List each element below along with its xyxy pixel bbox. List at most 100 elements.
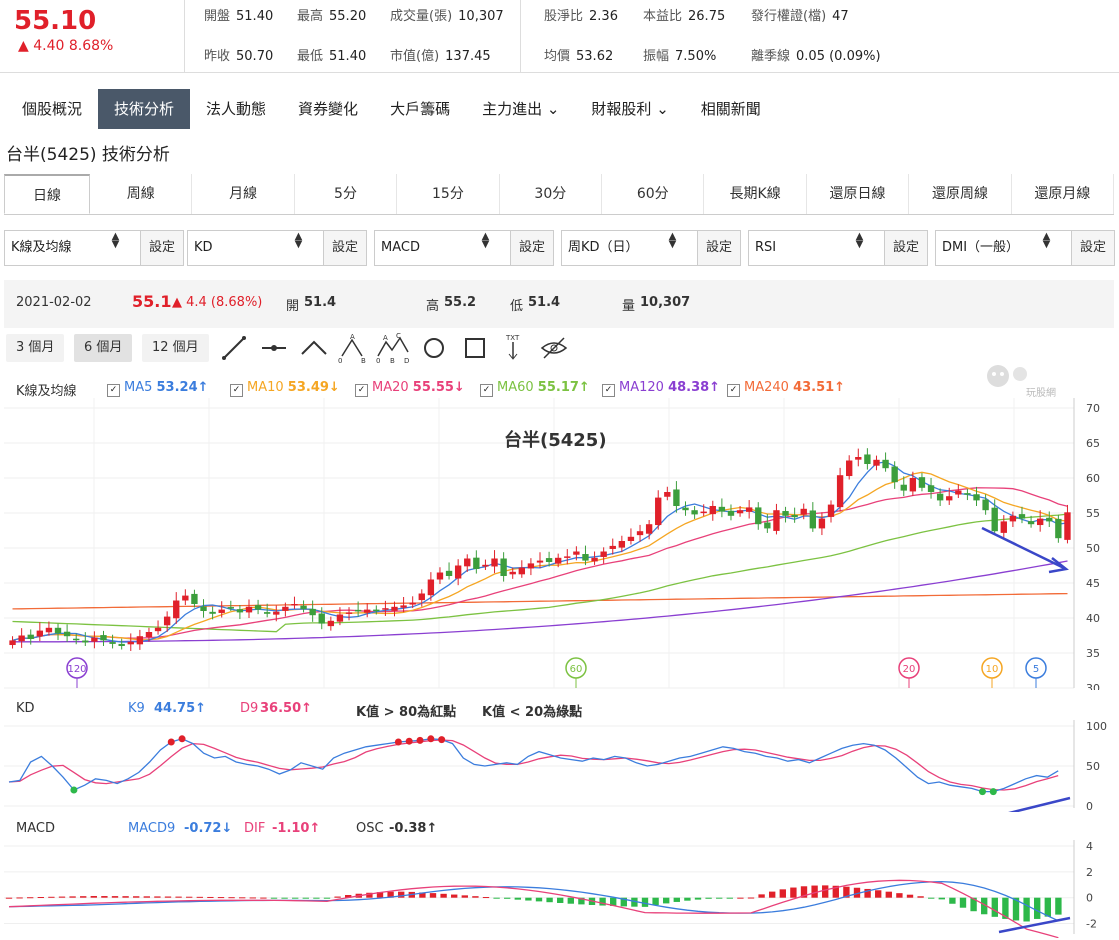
select-arrows-icon: ▲▼	[854, 231, 865, 247]
osc-bar	[260, 897, 267, 899]
period-tab[interactable]: 15分	[397, 174, 500, 214]
ma-legend-item[interactable]: ✓ MA20 55.55↓	[355, 380, 465, 397]
candle-body	[263, 612, 271, 614]
k-line	[8, 738, 1059, 793]
range-3m-button[interactable]: 3 個月	[6, 334, 65, 362]
nav-tab[interactable]: 資券變化	[298, 100, 359, 118]
candle-body	[364, 609, 371, 613]
settings-button[interactable]: 設定	[323, 231, 366, 265]
indicator-select[interactable]: K線及均線 ▲▼	[5, 231, 140, 265]
select-arrows-icon: ▲▼	[1041, 231, 1052, 247]
select-arrows-icon: ▲▼	[110, 231, 121, 247]
period-tab[interactable]: 還原日線	[807, 174, 910, 214]
indicator-select[interactable]: RSI ▲▼	[749, 231, 884, 265]
line-tool-icon[interactable]	[222, 336, 246, 360]
stat-value: 51.40	[236, 9, 274, 24]
nav-tab[interactable]: 相關新聞	[700, 100, 761, 118]
osc-bar	[578, 897, 585, 905]
indicator-select[interactable]: DMI（一般） ▲▼	[936, 231, 1071, 265]
settings-button[interactable]: 設定	[884, 231, 927, 265]
angle-tool-icon[interactable]	[301, 340, 327, 355]
quote-stat: 最低 51.40	[297, 45, 366, 64]
candle-body	[846, 460, 853, 477]
abc-pattern-icon[interactable]: A 0 B	[338, 333, 366, 364]
nav-tab[interactable]: 大戶籌碼	[390, 100, 451, 118]
nav-tab[interactable]: 財報股利 ⌄	[591, 100, 669, 118]
ma-legend-item[interactable]: ✓ MA5 53.24↑	[107, 380, 209, 397]
osc-bar	[48, 896, 55, 898]
kd-red-dot	[416, 736, 424, 744]
candlestick-chart[interactable]: 70 65 60 55 50 45 40 35 30 台半(5425) 120 60 20 10 5	[4, 398, 1114, 690]
ma-marker-label: 5	[1033, 664, 1039, 675]
checkbox-icon[interactable]: ✓	[107, 384, 120, 397]
nav-tab[interactable]: 個股概況	[22, 100, 83, 118]
text-tool-icon[interactable]: TXT	[505, 334, 520, 360]
indicator-select[interactable]: KD ▲▼	[188, 231, 323, 265]
kd-chart[interactable]: 100 50 0	[4, 720, 1114, 812]
main-nav: 個股概況 技術分析 法人動態 資券變化 大戶籌碼 主力進出 ⌄ 財報股利 ⌄ 相關新聞	[6, 89, 777, 129]
candle-body	[9, 640, 16, 646]
osc-bar	[217, 897, 225, 899]
candle-body	[691, 510, 698, 515]
candle-body	[436, 572, 444, 580]
candle-body	[1036, 518, 1044, 526]
ma-legend-item[interactable]: ✓ MA120 48.38↑	[602, 380, 720, 397]
osc-bar	[853, 887, 861, 898]
checkbox-icon[interactable]: ✓	[602, 384, 615, 397]
circle-tool-icon[interactable]	[424, 338, 444, 358]
stat-value: 0.05 (0.09%)	[796, 49, 881, 64]
settings-button[interactable]: 設定	[510, 231, 553, 265]
period-tab[interactable]: 30分	[500, 174, 603, 214]
candle-body	[418, 593, 425, 601]
osc-bar	[334, 896, 341, 898]
settings-button[interactable]: 設定	[697, 231, 740, 265]
settings-button[interactable]: 設定	[140, 231, 183, 265]
ma-legend-item[interactable]: ✓ MA240 43.51↑	[727, 380, 845, 397]
period-tab[interactable]: 長期K線	[704, 174, 807, 214]
nav-tab[interactable]: 技術分析	[98, 89, 191, 129]
nav-tab[interactable]: 主力進出 ⌄	[482, 100, 560, 118]
indicator-select[interactable]: 周KD（日） ▲▼	[562, 231, 697, 265]
period-tab[interactable]: 5分	[295, 174, 398, 214]
ma-legend-item[interactable]: ✓ MA10 53.49↓	[230, 380, 340, 397]
range-12m-button[interactable]: 12 個月	[142, 334, 209, 362]
segment-tool-icon[interactable]	[262, 345, 286, 351]
osc-bar	[451, 894, 458, 898]
candle-body	[718, 506, 726, 512]
period-tab[interactable]: 月線	[192, 174, 295, 214]
period-tab[interactable]: 周線	[90, 174, 193, 214]
checkbox-icon[interactable]: ✓	[480, 384, 493, 397]
abcd-pattern-icon[interactable]: CA 0 B D	[376, 332, 409, 364]
watermark-logo-icon	[984, 362, 1040, 398]
period-tab[interactable]: 日線	[4, 174, 90, 214]
candle-body	[245, 606, 253, 613]
macd-osc-value: -0.38↑	[389, 821, 438, 836]
range-6m-button[interactable]: 6 個月	[74, 334, 133, 362]
period-tab[interactable]: 還原月線	[1012, 174, 1115, 214]
osc-bar	[726, 897, 733, 899]
quote-stat: 發行權證(檔) 47	[751, 5, 849, 24]
osc-bar	[164, 896, 172, 898]
osc-bar	[228, 897, 235, 899]
checkbox-icon[interactable]: ✓	[230, 384, 243, 397]
checkbox-icon[interactable]: ✓	[355, 384, 368, 397]
indicator-select[interactable]: MACD ▲▼	[375, 231, 510, 265]
checkbox-icon[interactable]: ✓	[727, 384, 740, 397]
osc-bar	[747, 897, 755, 899]
macd-chart[interactable]: 4 2 0 -2	[4, 840, 1114, 938]
settings-button[interactable]: 設定	[1071, 231, 1114, 265]
quote-stat: 昨收 50.70	[204, 45, 273, 64]
stat-label: 最高	[297, 9, 324, 24]
osc-bar	[58, 896, 66, 898]
nav-tab[interactable]: 法人動態	[206, 100, 267, 118]
stat-label: 市值(億)	[390, 49, 440, 64]
hide-icon[interactable]	[540, 337, 568, 359]
rect-tool-icon[interactable]	[465, 338, 485, 358]
candle-body	[573, 551, 580, 555]
period-tab[interactable]: 60分	[602, 174, 705, 214]
svg-text:0: 0	[338, 357, 342, 364]
osc-bar	[822, 885, 829, 898]
ma-legend-item[interactable]: ✓ MA60 55.17↑	[480, 380, 590, 397]
period-tab[interactable]: 還原周線	[909, 174, 1012, 214]
dif-line	[8, 879, 1059, 938]
